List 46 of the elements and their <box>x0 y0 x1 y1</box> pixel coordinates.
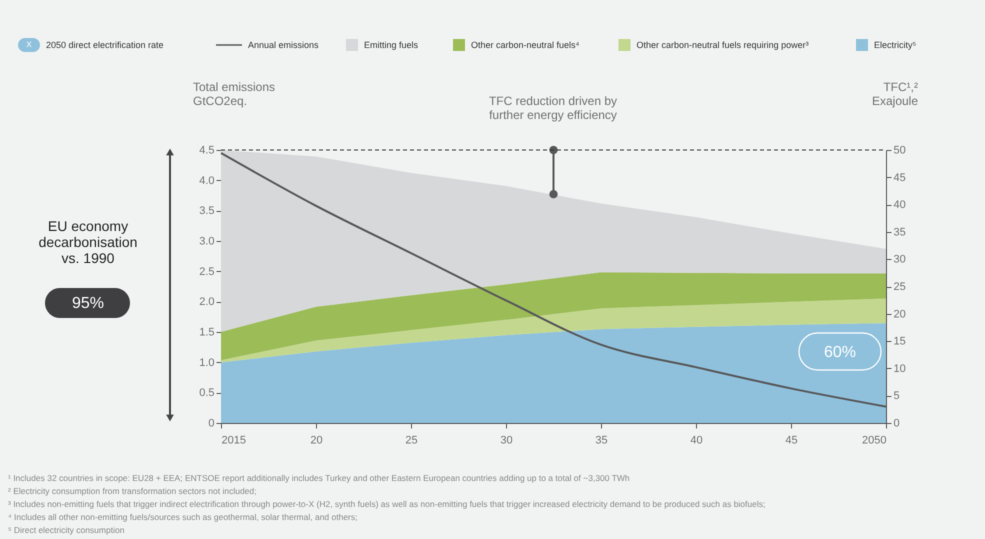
text: ³ Includes non-emitting fuels that trigger indirect electrification through power-to-X (H2, synth fuels) as well as non-emitting fuels that trigger increased electricity demand to be produced such as biofuels; <box>8 499 766 509</box>
y2-axis-title: TFC¹,² Exajoule <box>872 80 918 108</box>
y-tick-label: 2.0 <box>199 296 214 308</box>
x-tick-label: 45 <box>785 434 798 446</box>
legend-label: Other carbon-neutral fuels⁴ <box>471 40 580 50</box>
y2-tick-label: 15 <box>894 336 906 348</box>
y2-tick-label: 5 <box>894 390 900 402</box>
text: EU economy decarbonisation vs. 1990 <box>38 218 138 266</box>
x-tick-label: 40 <box>690 434 703 446</box>
x-tick-label: 20 <box>310 434 323 446</box>
text: X <box>26 40 32 49</box>
y-tick-label: 0 <box>208 418 214 430</box>
y-tick-label: 1.0 <box>199 356 214 369</box>
x-tick-label: 35 <box>595 434 608 446</box>
y2-tick-label: 50 <box>894 144 906 156</box>
y2-tick-label: 25 <box>894 281 906 293</box>
y2-tick-label: 30 <box>894 254 906 266</box>
legend-label: Emitting fuels <box>364 40 419 50</box>
y-tick-label: 4.0 <box>199 174 214 187</box>
text: ⁵ Direct electricity consumption <box>8 525 125 535</box>
y-tick-label: 4.5 <box>199 144 214 156</box>
legend-label: Annual emissions <box>248 40 320 50</box>
y2-tick-label: 20 <box>894 308 906 320</box>
text: ⁴ Includes all other non-emitting fuels/sources such as geothermal, solar thermal, and others; <box>8 512 358 522</box>
y2-tick-label: 0 <box>894 418 900 430</box>
x-tick-label: 2015 <box>222 434 246 446</box>
y-tick-label: 0.5 <box>199 387 214 400</box>
x-tick-label: 25 <box>405 434 418 446</box>
x-tick-label: 2050 <box>862 434 886 446</box>
text: ² Electricity consumption from transformation sectors not included; <box>8 486 256 496</box>
y-tick-label: 1.5 <box>199 326 214 338</box>
text: 95% <box>72 295 104 312</box>
x-tick-label: 30 <box>500 434 513 446</box>
y2-tick-label: 45 <box>894 172 906 184</box>
text: ¹ Includes 32 countries in scope: EU28 + EEA; ENTSOE report additionally includes Turkey and other Eastern European countries adding up to a total of ~3,300 TWh <box>8 473 630 483</box>
y2-tick-label: 35 <box>894 226 906 238</box>
legend-label: Other carbon-neutral fuels requiring power³ <box>636 40 809 50</box>
text: TFC reduction driven by further energy efficiency <box>488 94 618 122</box>
text: 2050 direct electrification rate <box>46 40 164 50</box>
y-tick-label: 3.0 <box>199 236 214 248</box>
y2-tick-label: 10 <box>894 362 906 375</box>
y-axis-title: Total emissions GtCO2eq. <box>193 80 276 108</box>
y2-tick-label: 40 <box>894 199 906 212</box>
legend-label: Electricity⁵ <box>874 40 917 50</box>
y-tick-label: 3.5 <box>199 205 214 218</box>
y-tick-label: 2.5 <box>199 266 214 278</box>
